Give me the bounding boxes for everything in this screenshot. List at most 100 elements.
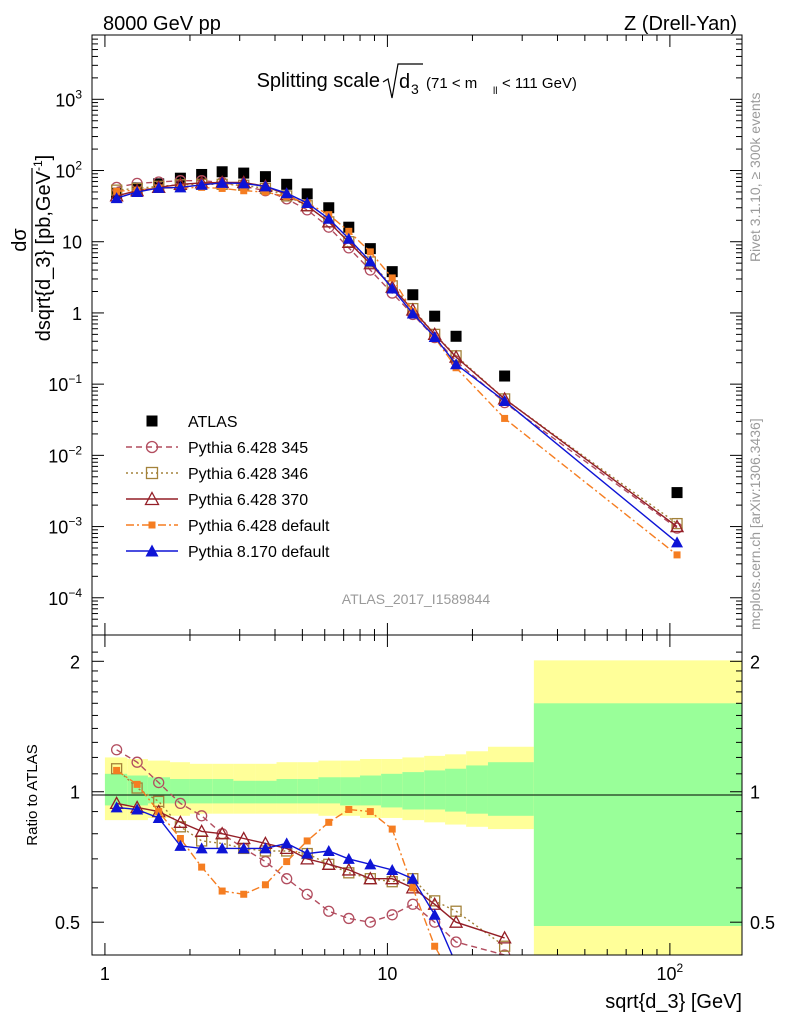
ratio-y-tick-label-right: 1 <box>750 783 760 803</box>
ratio-point <box>195 842 208 854</box>
ratio-point <box>364 858 377 870</box>
legend-label: Pythia 6.428 345 <box>188 440 308 457</box>
y-tick-label: 10 <box>62 233 82 253</box>
x-tick-label: 10 <box>377 964 397 984</box>
uncertainty-band-green <box>466 765 488 814</box>
ratio-series-pythia-6-428-default <box>113 766 441 955</box>
ratio-line <box>116 769 441 955</box>
ratio-point <box>450 936 462 948</box>
main-panel: 10−4 10−3 10−2 10−1 1 10 102 103 <box>48 34 743 636</box>
series-line <box>116 182 678 543</box>
uncertainty-band-green <box>381 773 403 808</box>
ratio-series-pythia-6-428-370 <box>109 796 512 944</box>
data-point <box>450 358 463 370</box>
data-point <box>281 178 293 190</box>
y-tick-label: 10−1 <box>48 372 82 395</box>
ratio-point <box>174 839 187 851</box>
data-point <box>345 227 353 235</box>
sqrt-sign-icon <box>382 63 423 99</box>
y-tick-label: 1 <box>72 304 82 324</box>
data-point <box>498 394 511 406</box>
ratio-point <box>341 862 356 876</box>
y-tick-label: 10−2 <box>48 443 82 466</box>
ratio-uncertainty-bands <box>104 660 742 955</box>
ratio-point <box>364 916 376 928</box>
header-right: Z (Drell-Yan) <box>624 13 737 35</box>
ratio-point <box>301 888 313 900</box>
y-tick-label: 10−3 <box>48 515 82 538</box>
analysis-watermark: ATLAS_2017_I1589844 <box>342 591 491 607</box>
ratio-y-label: Ratio to ATLAS <box>24 744 41 845</box>
uncertainty-band-green <box>233 780 256 804</box>
ratio-point <box>323 905 335 917</box>
ratio-point <box>113 766 121 774</box>
ratio-point <box>215 826 230 840</box>
title-range-close: < 111 GeV) <box>502 75 577 92</box>
x-tick-labels: 1 10 102 <box>100 961 684 984</box>
ratio-point <box>261 881 269 889</box>
legend-entry: Pythia 8.170 default <box>126 544 330 561</box>
legend-entry: Pythia 6.428 default <box>126 518 330 535</box>
ratio-point <box>342 852 355 864</box>
x-tick-label: 102 <box>657 961 684 984</box>
ratio-y-tick-label-right: 0.5 <box>750 913 775 933</box>
ratio-point <box>386 863 399 875</box>
ratio-point <box>131 803 144 815</box>
uncertainty-band-green <box>212 779 234 804</box>
data-point <box>673 551 681 559</box>
title-range-open: (71 < m <box>426 75 477 92</box>
ratio-y-tick-label: 0.5 <box>55 913 80 933</box>
data-point <box>152 181 165 193</box>
ratio-point <box>283 858 291 866</box>
legend-marker <box>145 544 159 557</box>
ratio-point <box>194 824 209 838</box>
title-symbol: d <box>399 71 410 93</box>
main-series-layer <box>109 166 685 559</box>
ratio-line <box>116 802 505 939</box>
data-point <box>386 266 398 278</box>
data-point <box>280 187 293 199</box>
data-point <box>174 181 187 193</box>
ratio-point <box>237 842 250 854</box>
data-point <box>388 274 396 282</box>
title-subscript: 3 <box>411 81 419 97</box>
series-pythia-8-170-default <box>110 176 684 548</box>
ratio-axis-ticks: 0.5 0.5 1 1 2 2 <box>55 635 775 955</box>
data-point <box>499 370 511 382</box>
series-line <box>116 179 678 529</box>
ratio-y-tick-label: 2 <box>70 652 80 672</box>
ratio-point <box>363 871 378 885</box>
data-point <box>131 185 144 197</box>
mcplots-label: mcplots.cern.ch [arXiv:1306.3436] <box>747 418 763 630</box>
ratio-panel: 0.5 0.5 1 1 2 2 <box>55 634 775 956</box>
uncertainty-band-green <box>445 768 467 812</box>
ratio-point <box>155 808 163 816</box>
ratio-point <box>431 942 439 950</box>
plot-title: Splitting scale d 3 (71 < m ll < 111 GeV… <box>257 63 577 99</box>
data-point <box>501 414 509 422</box>
data-point <box>238 167 250 179</box>
ratio-point <box>259 855 272 868</box>
uncertainty-band-green <box>104 773 128 806</box>
legend-marker <box>144 491 160 506</box>
data-point <box>237 177 250 189</box>
uncertainty-band-green <box>533 703 742 926</box>
data-point <box>366 248 374 256</box>
data-point <box>669 519 685 533</box>
legend-label: Pythia 6.428 346 <box>188 466 308 483</box>
legend-marker <box>145 440 159 454</box>
data-point <box>429 310 441 322</box>
uncertainty-band-green <box>402 772 425 810</box>
data-point <box>671 536 684 548</box>
ratio-point <box>303 837 311 845</box>
uncertainty-band-green <box>255 780 277 804</box>
legend-marker <box>148 521 156 529</box>
data-point <box>364 255 377 267</box>
ratio-line <box>116 806 453 955</box>
ratio-point <box>240 890 248 898</box>
legend-marker <box>146 415 158 427</box>
ratio-point <box>216 842 229 854</box>
legend-label: Pythia 8.170 default <box>188 544 330 561</box>
legend-marker <box>145 466 159 480</box>
